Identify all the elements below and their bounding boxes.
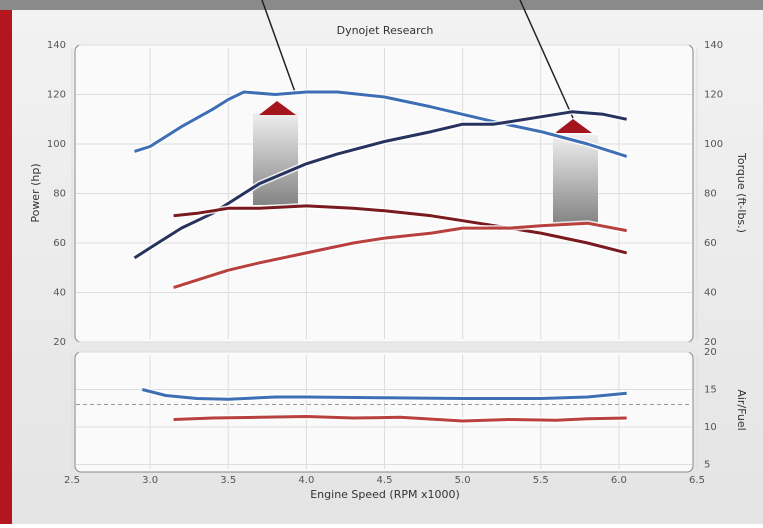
highlight-box: [253, 113, 298, 205]
x-tick-label: 6.5: [689, 475, 705, 486]
y2-label: Air/Fuel: [735, 389, 748, 430]
y-tick-label: 100: [47, 139, 66, 150]
callout-line: [261, 0, 296, 93]
y2-tick-label: 20: [704, 347, 717, 358]
series-line: [173, 204, 628, 255]
y2-tick-label: 15: [704, 385, 717, 396]
y-tick-label: 140: [47, 40, 66, 51]
series-line: [173, 415, 627, 423]
marks: [132, 89, 628, 424]
y2-tick-label: 60: [704, 238, 717, 249]
x-tick-label: 5.0: [455, 475, 471, 486]
y2-tick-label: 140: [704, 40, 723, 51]
chart-title: Dynojet Research: [337, 24, 434, 37]
y-tick-label: 20: [53, 337, 66, 348]
y2-tick-label: 100: [704, 139, 723, 150]
y2-tick-label: 80: [704, 189, 717, 200]
y-label: Power (hp): [29, 163, 42, 222]
grid: [71, 44, 698, 469]
y2-tick-label: 5: [704, 460, 710, 471]
highlight-box: [553, 135, 598, 223]
x-label: Engine Speed (RPM x1000): [310, 488, 460, 501]
series-line: [133, 110, 628, 260]
photo-strip: [0, 0, 763, 10]
y-tick-label: 80: [53, 189, 66, 200]
x-tick-label: 2.5: [64, 475, 80, 486]
y-tick-label: 120: [47, 90, 66, 101]
x-tick-label: 6.0: [611, 475, 627, 486]
y2-tick-label: 40: [704, 288, 717, 299]
series-line: [173, 221, 627, 290]
y2-label: Torque (ft-lbs.): [735, 152, 748, 233]
y2-tick-label: 120: [704, 90, 723, 101]
x-tick-label: 4.5: [377, 475, 393, 486]
callout-line: [519, 0, 574, 119]
series-line: [141, 388, 627, 401]
x-tick-label: 4.0: [298, 475, 314, 486]
marker: [259, 101, 296, 115]
x-tick-label: 3.5: [220, 475, 236, 486]
x-tick-label: 3.0: [142, 475, 158, 486]
y2-tick-label: 20: [704, 337, 717, 348]
series-line: [134, 90, 628, 158]
marker: [555, 119, 592, 133]
y-tick-label: 40: [53, 288, 66, 299]
y2-tick-label: 10: [704, 422, 717, 433]
x-tick-label: 5.5: [533, 475, 549, 486]
y-tick-label: 60: [53, 238, 66, 249]
